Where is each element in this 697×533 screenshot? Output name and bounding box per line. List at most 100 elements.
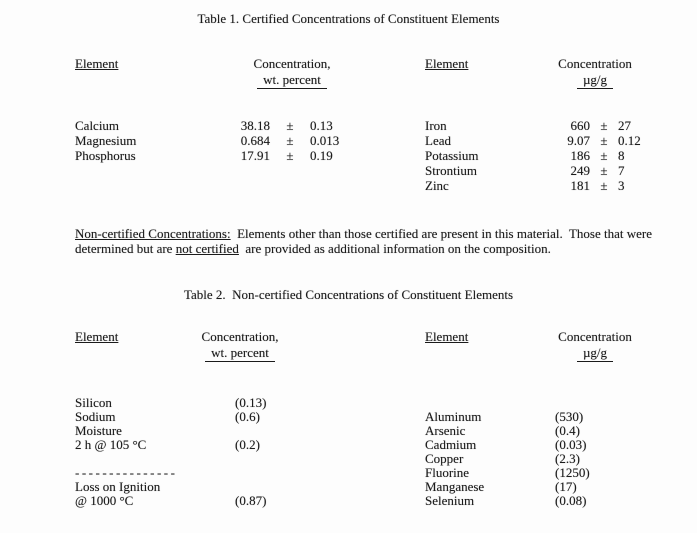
value-cell (210, 163, 270, 178)
value-cell (235, 452, 335, 466)
element-cell: 2 h @ 105 °C (75, 437, 147, 452)
uncertainty-cell: 8 (618, 148, 625, 163)
note-text: are provided as additional information o… (238, 241, 551, 256)
element-cell: Iron (425, 118, 447, 133)
table-row: @ 1000 °C (0.87) Selenium (0.08) (75, 494, 697, 508)
column-header-label: Element (75, 56, 119, 71)
uncertainty-cell (310, 163, 425, 178)
value-cell (555, 396, 697, 410)
column-header-label: Element (425, 56, 469, 71)
table1-title: Table 1. Certified Concentrations of Con… (197, 11, 500, 26)
value-cell: (0.03) (555, 437, 587, 452)
element-cell: Sodium (75, 409, 116, 424)
column-header-line1: Concentration, (201, 329, 279, 344)
value-cell: (0.13) (235, 395, 267, 410)
note-line2: determined but are not certified are pro… (75, 241, 655, 256)
plus-minus: ± (286, 118, 294, 133)
table-row: Sodium (0.6) Aluminum (530) (75, 410, 697, 424)
plus-minus: ± (600, 118, 608, 133)
uncertainty-cell (310, 178, 425, 193)
plus-minus: ± (600, 163, 608, 178)
value-cell: 38.18 (240, 118, 270, 133)
element-cell: Cadmium (425, 437, 477, 452)
element-cell: Potassium (425, 148, 479, 163)
uncertainty-cell: 27 (618, 118, 631, 133)
element-cell: Manganese (425, 479, 485, 494)
table2-body: Silicon (0.13) Sodium (0.6) Aluminum (53… (75, 396, 697, 508)
table1-header-concentration-ugg: Concentration µg/g (545, 56, 645, 89)
uncertainty-cell: 0.12 (618, 133, 641, 148)
value-cell: (0.4) (555, 423, 580, 438)
divider-dashes: --------------- (75, 465, 178, 480)
table2-title: Table 2. Non-certified Concentrations of… (183, 287, 514, 302)
uncertainty-cell: 0.19 (310, 148, 333, 163)
plus-minus: ± (600, 178, 608, 193)
element-cell (425, 396, 555, 410)
note-line1: Non-certified Concentrations: Elements o… (75, 226, 655, 241)
value-cell: 186 (570, 148, 591, 163)
table-row: Zinc 181 ± 3 (75, 178, 697, 193)
column-header-line1: Concentration (558, 56, 632, 71)
column-header-line2: µg/g (576, 72, 614, 89)
plus-minus: ± (286, 148, 294, 163)
value-cell: (17) (555, 479, 577, 494)
element-cell: Strontium (425, 163, 478, 178)
table-row: Silicon (0.13) (75, 396, 697, 410)
note-underlined-lead: Non-certified Concentrations: (75, 226, 231, 241)
note-text: determined but are (75, 241, 176, 256)
uncertainty-cell: 0.013 (310, 133, 340, 148)
table-row: Magnesium 0.684 ± 0.013 Lead 9.07 ± 0.12 (75, 133, 697, 148)
value-cell: (2.3) (555, 451, 580, 466)
table-row: Phosphorus 17.91 ± 0.19 Potassium 186 ± … (75, 148, 697, 163)
element-cell (75, 452, 235, 466)
column-header-line2: µg/g (576, 345, 614, 362)
value-cell: (0.87) (235, 493, 267, 508)
table-row: Strontium 249 ± 7 (75, 163, 697, 178)
element-cell: Aluminum (425, 409, 482, 424)
table-row: Moisture Arsenic (0.4) (75, 424, 697, 438)
element-cell: Moisture (75, 423, 122, 438)
table1-header-concentration-wt: Concentration, wt. percent (237, 56, 347, 89)
plus-minus (270, 163, 310, 178)
uncertainty-cell: 3 (618, 178, 625, 193)
table-row: Loss on Ignition Manganese (17) (75, 480, 697, 494)
element-cell (75, 178, 210, 193)
table2-header-concentration-wt: Concentration, wt. percent (185, 329, 295, 362)
value-cell: 249 (570, 163, 591, 178)
element-cell: Lead (425, 133, 451, 148)
value-cell: 181 (570, 178, 591, 193)
table2-header-element-left: Element (75, 329, 118, 345)
table-row: Copper (2.3) (75, 452, 697, 466)
value-cell: (1250) (555, 465, 590, 480)
table-row: --------------- Fluorine (1250) (75, 466, 697, 480)
table1-header-element-right: Element (425, 56, 468, 72)
column-header-line1: Concentration, (253, 56, 331, 71)
element-cell: Calcium (75, 118, 120, 133)
column-header-label: Element (425, 329, 469, 344)
column-header-label: Element (75, 329, 119, 344)
note-underlined-phrase: not certified (175, 241, 239, 256)
value-cell: 0.684 (240, 133, 270, 148)
value-cell (235, 466, 335, 480)
table-row: Calcium 38.18 ± 0.13 Iron 660 ± 27 (75, 118, 697, 133)
value-cell: (0.08) (555, 493, 587, 508)
element-cell: Fluorine (425, 465, 470, 480)
value-cell: (0.2) (235, 437, 260, 452)
table1-header-element-left: Element (75, 56, 118, 72)
column-header-line2: wt. percent (257, 72, 327, 89)
uncertainty-cell: 0.13 (310, 118, 333, 133)
non-certified-note: Non-certified Concentrations: Elements o… (75, 226, 655, 256)
element-cell: @ 1000 °C (75, 493, 134, 508)
value-cell (235, 480, 335, 494)
column-header-line2: wt. percent (205, 345, 275, 362)
element-cell: Arsenic (425, 423, 466, 438)
table-row: 2 h @ 105 °C (0.2) Cadmium (0.03) (75, 438, 697, 452)
uncertainty-cell: 7 (618, 163, 625, 178)
plus-minus: ± (286, 133, 294, 148)
value-cell: (530) (555, 409, 584, 424)
plus-minus (270, 178, 310, 193)
value-cell: 660 (570, 118, 591, 133)
element-cell: Selenium (425, 493, 475, 508)
plus-minus: ± (600, 133, 608, 148)
table1-body: Calcium 38.18 ± 0.13 Iron 660 ± 27 Magne… (75, 118, 697, 193)
